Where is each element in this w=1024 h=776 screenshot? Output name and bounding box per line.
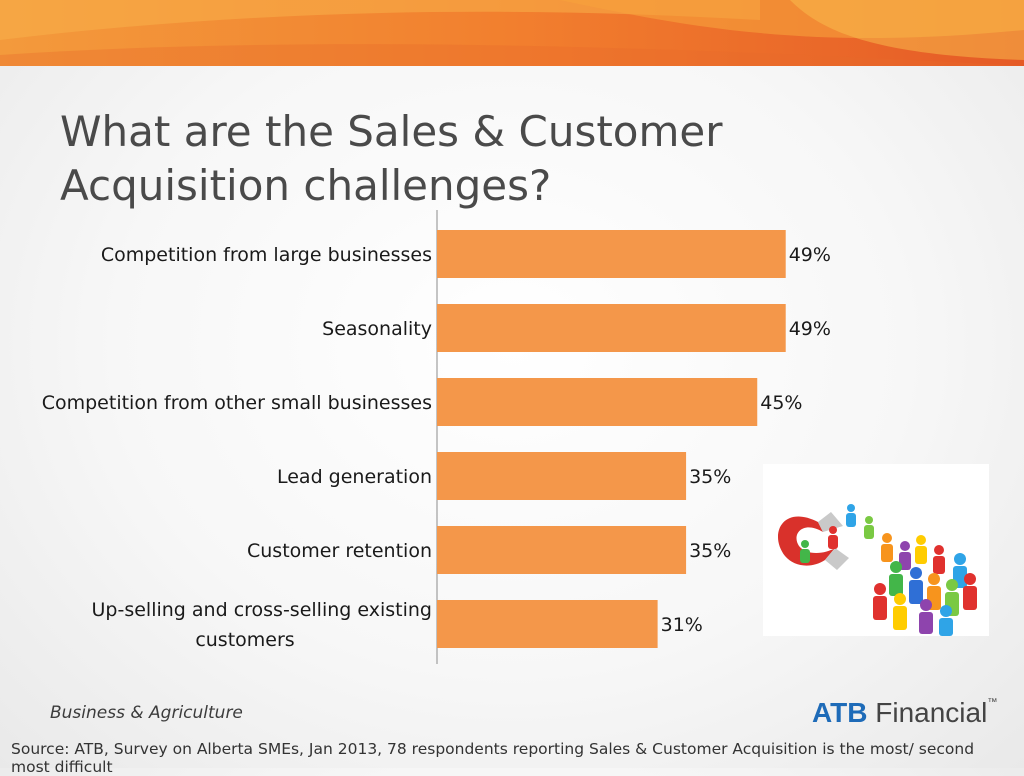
category-label-3: Lead generation	[277, 466, 432, 488]
data-label-2: 45%	[760, 392, 802, 414]
category-label-4: Customer retention	[247, 540, 432, 562]
bar-0	[437, 230, 786, 278]
people-crowd-icon	[800, 504, 977, 636]
title-line-2: Acquisition challenges?	[60, 161, 552, 210]
data-label-3: 35%	[689, 466, 731, 488]
source-note: Source: ATB, Survey on Alberta SMEs, Jan…	[11, 740, 975, 776]
category-label-1: Seasonality	[322, 318, 432, 340]
category-label-5-line-0: Up-selling and cross-selling existing	[92, 599, 432, 621]
bar-2	[437, 378, 758, 426]
data-label-1: 49%	[789, 318, 831, 340]
category-label-0: Competition from large businesses	[101, 244, 432, 266]
bar-5	[437, 600, 658, 648]
logo-name: Financial	[875, 697, 988, 728]
data-label-0: 49%	[789, 244, 831, 266]
header-banner	[0, 0, 1024, 66]
logo-brand: ATB	[812, 697, 868, 728]
bar-1	[437, 304, 786, 352]
title-line-1: What are the Sales & Customer	[60, 107, 723, 156]
magnet-people-illustration	[763, 464, 989, 636]
bar-chart: 49% Competition from large businesses 49% S…	[42, 210, 831, 664]
bar-4	[437, 526, 687, 574]
bar-3	[437, 452, 687, 500]
logo-trademark: ™	[987, 697, 998, 708]
slide-title: What are the Sales & Customer Acquisitio…	[60, 105, 820, 213]
data-label-5: 31%	[661, 614, 703, 636]
magnet-icon	[777, 512, 849, 570]
footer-division-label: Business & Agriculture	[50, 703, 243, 723]
category-label-5-line-1: customers	[195, 629, 294, 651]
atb-financial-logo: ATB Financial™	[812, 697, 997, 729]
category-label-2: Competition from other small businesses	[42, 392, 432, 414]
data-label-4: 35%	[689, 540, 731, 562]
